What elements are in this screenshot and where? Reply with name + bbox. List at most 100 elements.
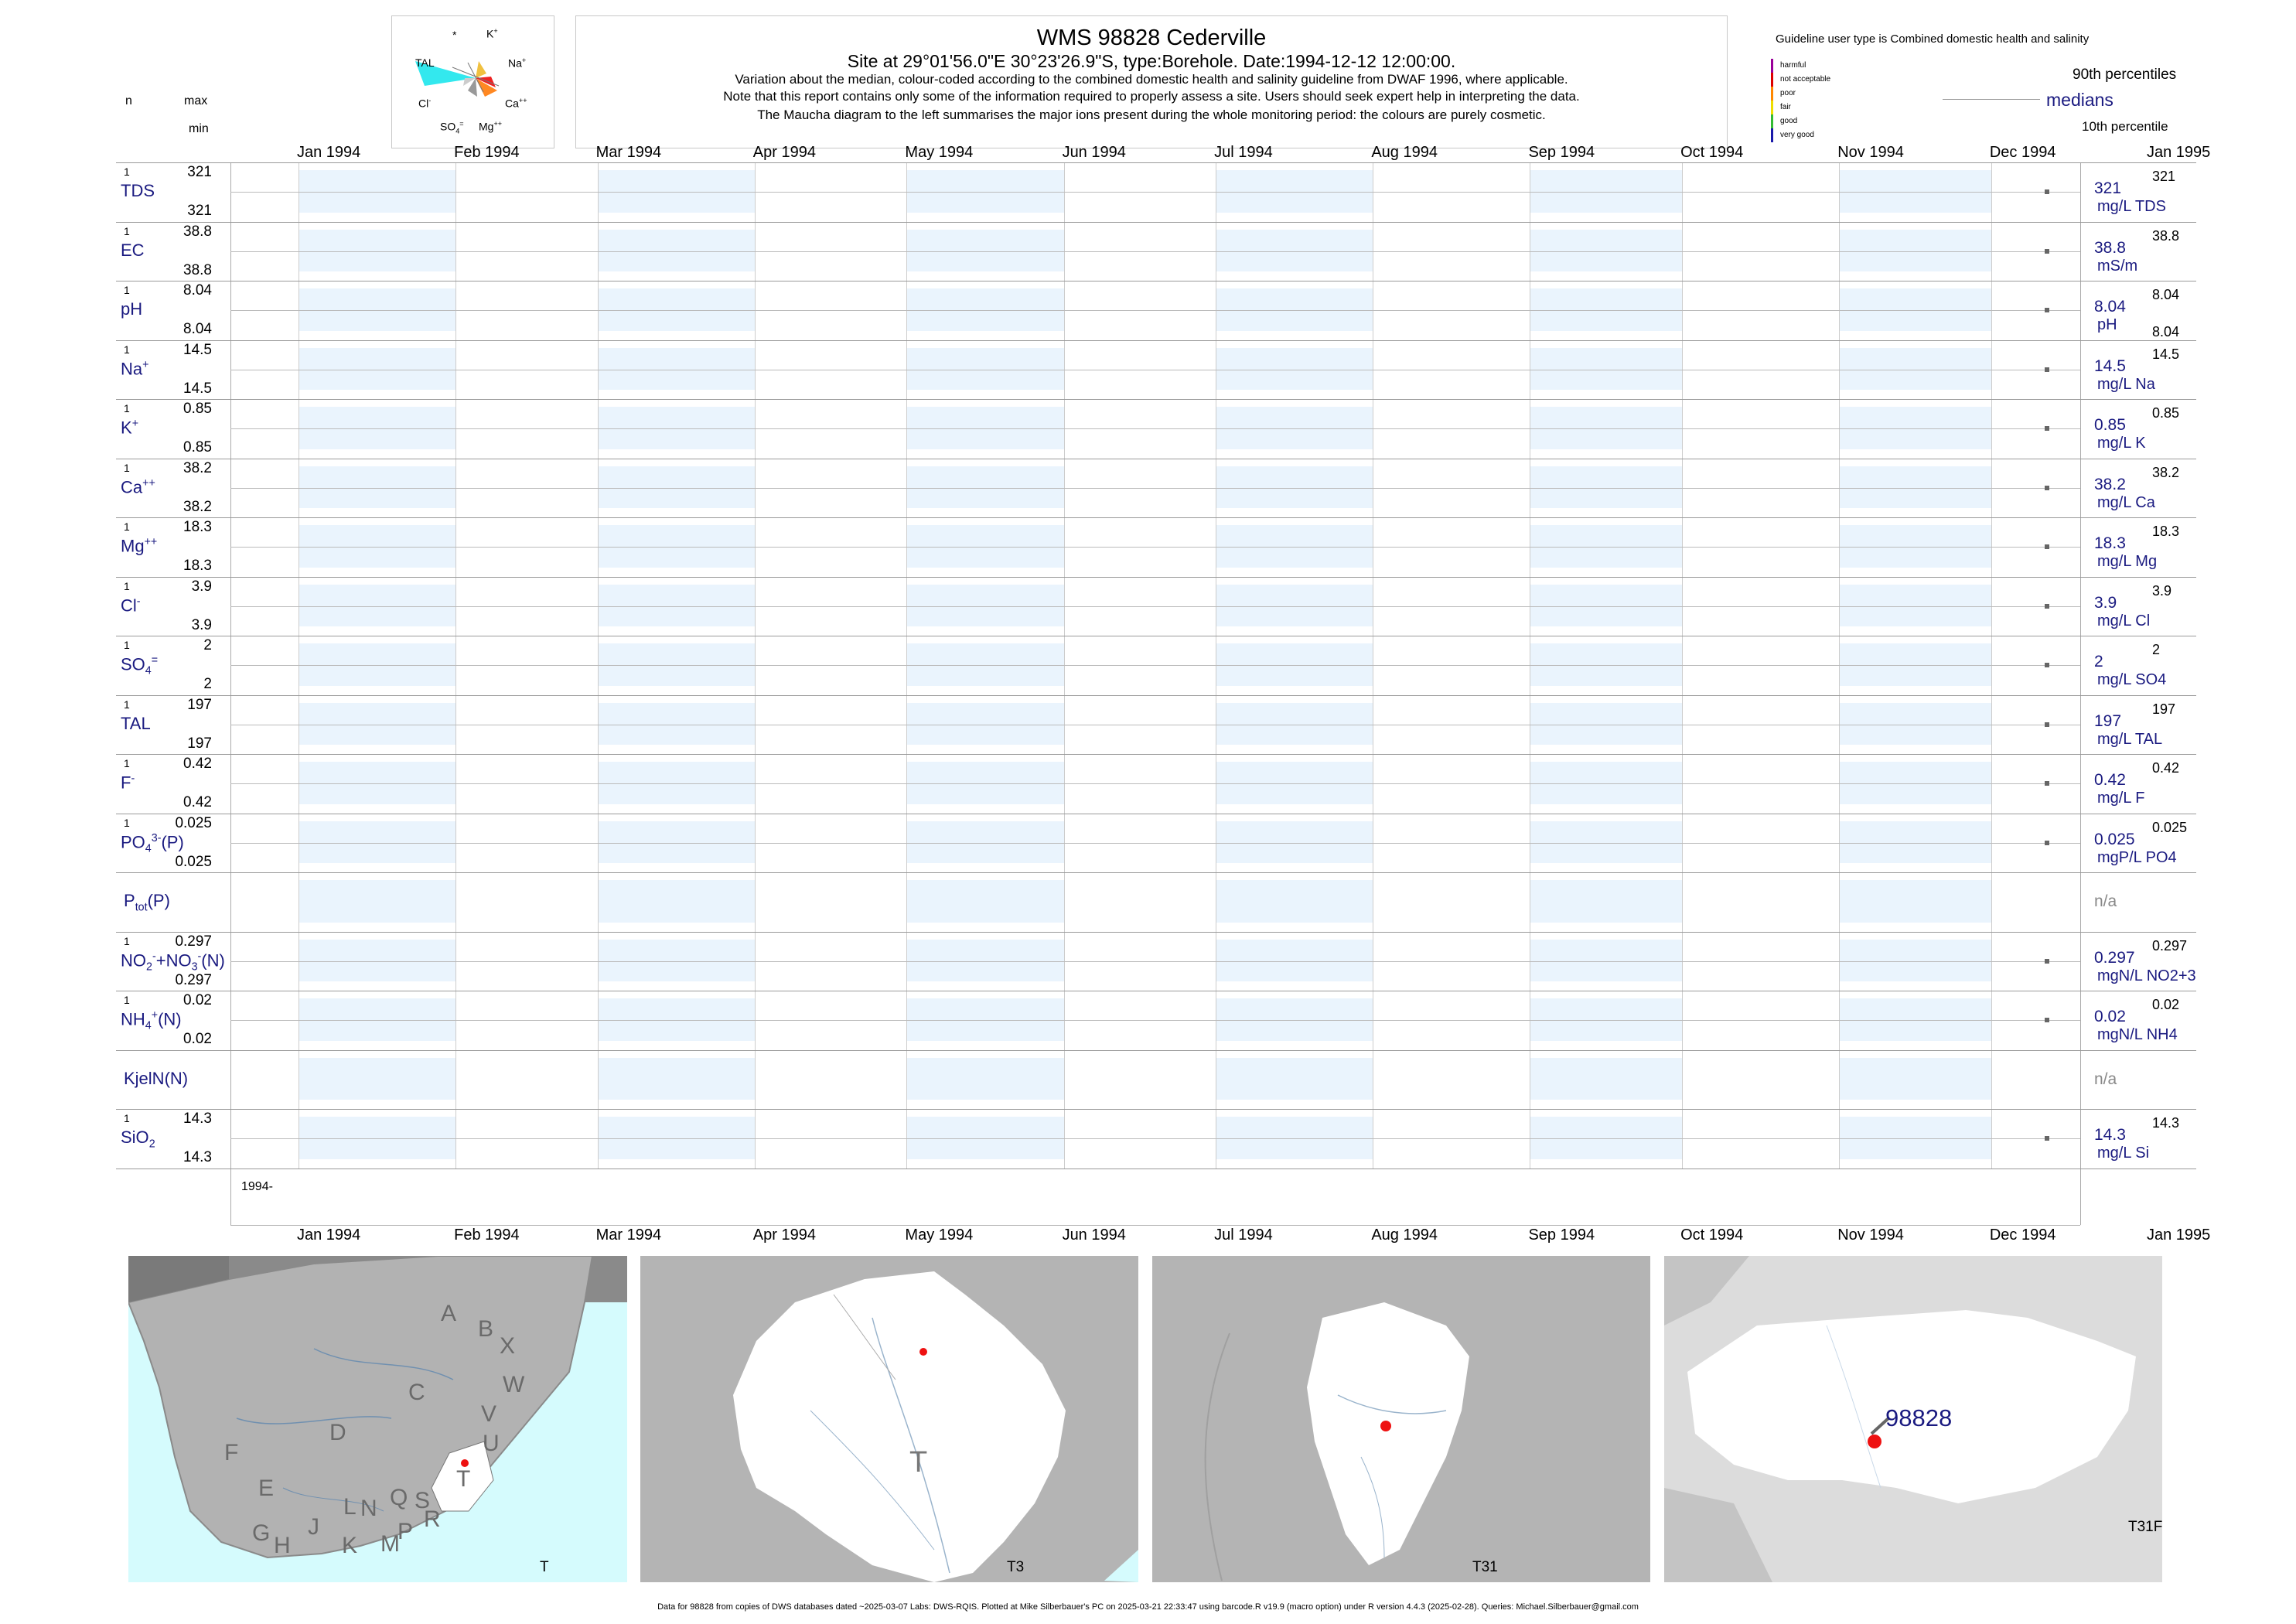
row-max: 38.2 — [183, 459, 212, 476]
data-point-Ca — [2044, 485, 2049, 490]
month-band — [597, 170, 755, 213]
month-band — [299, 821, 456, 863]
row-unit: mgN/L NO2+3 — [2097, 967, 2196, 984]
maucha-svg — [415, 61, 500, 97]
month-band — [1216, 702, 1373, 745]
row-p90: 0.02 — [2152, 997, 2180, 1012]
row-n: 1 — [124, 698, 130, 711]
row-separator — [116, 754, 2196, 755]
row-p10: 8.04 — [2152, 324, 2180, 339]
row-min: 0.42 — [183, 794, 212, 810]
row-p90: 0.42 — [2152, 760, 2180, 776]
row-unit: mg/L SO4 — [2097, 671, 2167, 688]
plot-left-border — [230, 162, 231, 1225]
month-band — [1839, 1117, 1991, 1159]
month-band — [597, 407, 755, 449]
map1-region-E: E — [258, 1476, 275, 1501]
map4-label: T31F — [2128, 1519, 2162, 1535]
month-band — [299, 643, 456, 686]
month-band — [1839, 407, 1991, 449]
map1-region-W: W — [503, 1372, 525, 1397]
maucha-na-label: Na+ — [508, 56, 527, 70]
month-band — [597, 762, 755, 804]
month-band — [906, 643, 1064, 686]
map1-region-H: H — [274, 1533, 291, 1558]
legend-label-poor: poor — [1780, 89, 1796, 97]
legend: Guideline user type is Combined domestic… — [1771, 28, 2204, 144]
row-p90: 8.04 — [2152, 287, 2180, 302]
month-band — [906, 229, 1064, 271]
month-band — [299, 347, 456, 390]
row-label-SO: SO4= — [121, 654, 159, 677]
x-tick-top: Dec 1994 — [1989, 144, 2056, 161]
map-t3-catchment: T T3 — [640, 1256, 1138, 1582]
row-unit: mg/L F — [2097, 790, 2145, 807]
month-band — [299, 525, 456, 568]
month-band — [299, 880, 456, 923]
month-band — [1530, 998, 1683, 1041]
legend-label-not-acceptable: not acceptable — [1780, 75, 1831, 84]
month-band — [1530, 229, 1683, 271]
x-tick-bottom: Aug 1994 — [1371, 1227, 1438, 1244]
month-band — [1839, 229, 1991, 271]
row-unit: mg/L Si — [2097, 1145, 2150, 1162]
x-tick-top: Jan 1995 — [2147, 144, 2211, 161]
row-median: 0.025 — [2094, 830, 2135, 848]
month-band — [1839, 643, 1991, 686]
month-band — [1530, 584, 1683, 626]
month-band — [597, 1057, 755, 1100]
median-line — [230, 251, 2080, 252]
month-band — [1530, 170, 1683, 213]
x-tick-bottom: Apr 1994 — [752, 1227, 816, 1244]
data-point-NO — [2044, 958, 2049, 964]
row-label-pH: pH — [121, 299, 143, 319]
month-band — [1839, 288, 1991, 331]
x-axis-year-label: 1994- — [241, 1180, 273, 1193]
median-line — [230, 1138, 2080, 1140]
month-band — [597, 998, 755, 1041]
row-label-F: F- — [121, 773, 135, 793]
row-p90: 14.5 — [2152, 346, 2180, 362]
month-band — [1216, 998, 1373, 1041]
month-band — [906, 762, 1064, 804]
median-line — [230, 310, 2080, 312]
row-min: 3.9 — [191, 616, 212, 633]
map1-region-D: D — [329, 1420, 346, 1445]
row-min: 0.02 — [183, 1031, 212, 1047]
row-unit: mg/L Na — [2097, 375, 2155, 393]
row-n: 1 — [124, 579, 130, 592]
month-band — [906, 702, 1064, 745]
row-label-Cl: Cl- — [121, 595, 141, 615]
month-band — [1530, 702, 1683, 745]
x-tick-top: Nov 1994 — [1837, 144, 1904, 161]
row-median: 14.5 — [2094, 357, 2126, 375]
x-tick-top: May 1994 — [905, 144, 974, 161]
map3-site-marker — [1380, 1421, 1391, 1431]
row-label-EC: EC — [121, 240, 145, 260]
row-max: 0.42 — [183, 756, 212, 772]
month-band — [906, 407, 1064, 449]
data-point-K — [2044, 426, 2049, 432]
row-unit: mg/L Ca — [2097, 493, 2155, 511]
month-band — [1839, 702, 1991, 745]
maucha-so4-label: SO4= — [440, 120, 464, 135]
row-max: 0.297 — [175, 933, 212, 950]
month-band — [906, 466, 1064, 508]
month-band — [299, 762, 456, 804]
data-point-SO — [2044, 663, 2049, 668]
month-band — [299, 1117, 456, 1159]
legend-label-very-good: very good — [1780, 131, 1814, 139]
row-separator — [116, 162, 2196, 163]
row-label-NO: NO2-+NO3-(N) — [121, 950, 225, 974]
month-band — [1530, 643, 1683, 686]
month-band — [1216, 347, 1373, 390]
row-max: 14.5 — [183, 341, 212, 358]
row-label-Na: Na+ — [121, 358, 149, 378]
map2-label: T3 — [1007, 1559, 1025, 1575]
row-n: 1 — [124, 994, 130, 1006]
row-p90: 321 — [2152, 169, 2176, 184]
month-band — [1530, 1057, 1683, 1100]
row-p90: 18.3 — [2152, 524, 2180, 539]
maucha-k-segment — [476, 61, 486, 78]
row-median: 0.42 — [2094, 771, 2126, 789]
